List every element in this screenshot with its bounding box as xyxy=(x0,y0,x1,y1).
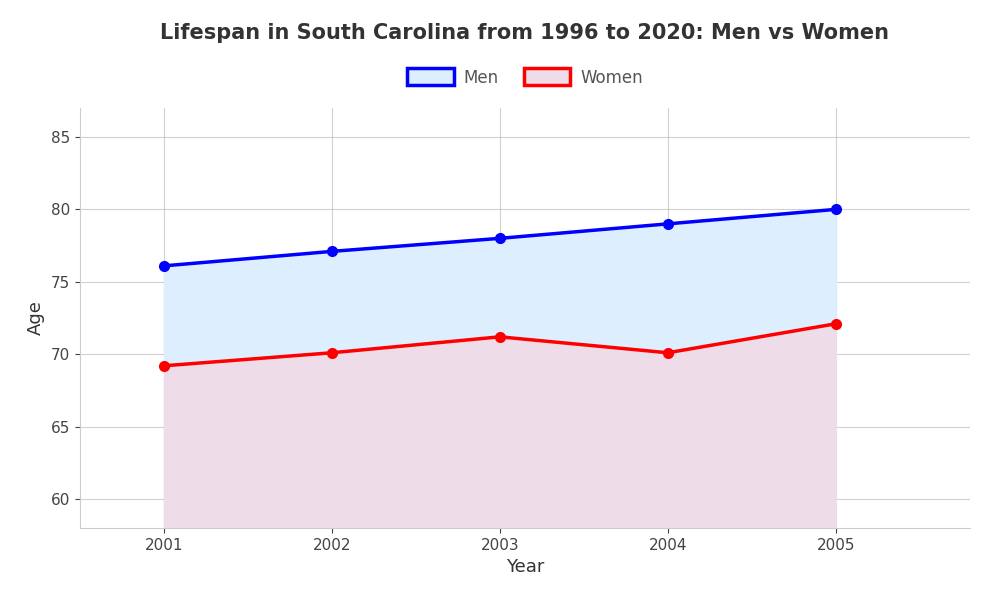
Men xyxy=(326,248,338,255)
Women xyxy=(830,320,842,328)
Women xyxy=(494,333,506,340)
Men xyxy=(662,220,674,227)
Men xyxy=(494,235,506,242)
Women xyxy=(326,349,338,356)
Y-axis label: Age: Age xyxy=(27,301,45,335)
Women xyxy=(158,362,170,370)
Line: Women: Women xyxy=(159,319,841,371)
Line: Men: Men xyxy=(159,205,841,271)
Legend: Men, Women: Men, Women xyxy=(400,62,650,93)
X-axis label: Year: Year xyxy=(506,558,544,576)
Title: Lifespan in South Carolina from 1996 to 2020: Men vs Women: Lifespan in South Carolina from 1996 to … xyxy=(160,23,890,43)
Men xyxy=(158,262,170,269)
Men xyxy=(830,206,842,213)
Women xyxy=(662,349,674,356)
